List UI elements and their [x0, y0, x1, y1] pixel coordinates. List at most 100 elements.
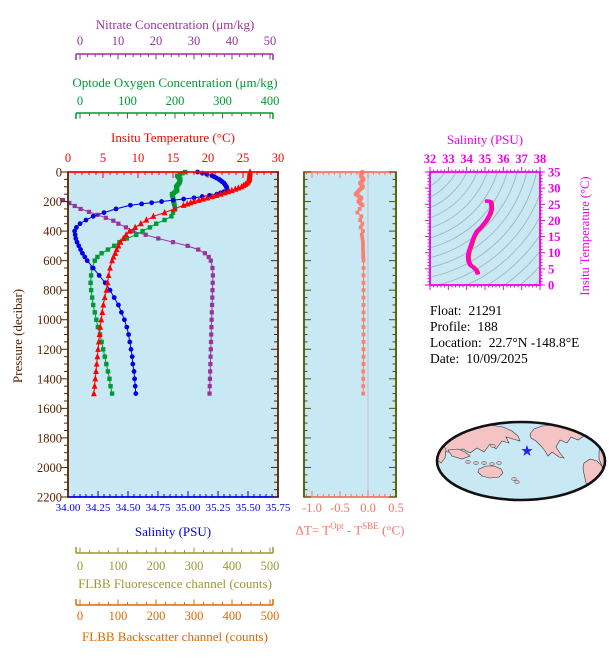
svg-text:0: 0: [77, 94, 83, 108]
flbb-fluorescence-axis-title: FLBB Fluorescence channel (counts): [78, 576, 272, 591]
profile-value: 188: [477, 319, 498, 334]
delta-t-title-part: - T: [343, 522, 363, 538]
date-label: Date:: [430, 351, 460, 366]
salinity-axis-title: Salinity (PSU): [134, 524, 212, 539]
date-value: 10/09/2025: [466, 351, 528, 366]
svg-text:-0.5: -0.5: [330, 501, 350, 515]
svg-text:20: 20: [548, 214, 561, 228]
pressure-axis-title: Pressure (decibar): [10, 288, 25, 384]
ts-curve: [465, 199, 495, 275]
svg-text:500: 500: [261, 559, 280, 573]
svg-text:600: 600: [43, 254, 62, 268]
svg-text:400: 400: [223, 559, 242, 573]
location-label: Location:: [430, 335, 482, 350]
svg-text:1800: 1800: [37, 431, 62, 445]
nitrate-axis-title: Nitrate Concentration (μm/kg): [95, 17, 255, 32]
oxygen-axis: 0 100 200 300 400: [75, 94, 280, 119]
svg-text:34.25: 34.25: [86, 502, 111, 514]
svg-text:200: 200: [147, 609, 166, 623]
location-line: Location: 22.7°N -148.8°E: [430, 335, 579, 351]
svg-text:1400: 1400: [37, 372, 62, 386]
main-plot-frame: 0 5 10 15 20 25 30 34.00 34.25 34.50 34.75 35.00 35.…: [37, 151, 291, 514]
svg-text:34.00: 34.00: [56, 502, 81, 514]
svg-text:35.00: 35.00: [176, 502, 201, 514]
flbb-backscatter-axis-title: FLBB Backscatter channel (counts): [82, 629, 268, 644]
svg-text:200: 200: [147, 559, 166, 573]
flbb-fluorescence-axis: 0 100 200 300 400 500: [75, 547, 280, 573]
svg-text:2200: 2200: [37, 491, 62, 505]
svg-text:30: 30: [272, 151, 285, 165]
svg-text:37: 37: [515, 152, 528, 166]
svg-text:36: 36: [497, 152, 510, 166]
svg-text:0: 0: [56, 166, 62, 180]
svg-text:1600: 1600: [37, 402, 62, 416]
svg-text:15: 15: [548, 230, 561, 244]
svg-text:10: 10: [132, 151, 145, 165]
svg-text:10: 10: [548, 246, 561, 260]
svg-text:33: 33: [442, 152, 455, 166]
ts-temperature-axis-title: Insitu Temperature (°C): [578, 176, 592, 296]
svg-text:-1.0: -1.0: [302, 501, 322, 515]
svg-text:20: 20: [150, 34, 163, 48]
svg-text:300: 300: [185, 559, 204, 573]
nitrate-axis: 0 10 20 30 40 50: [75, 34, 277, 60]
svg-text:500: 500: [261, 609, 280, 623]
svg-text:400: 400: [223, 609, 242, 623]
svg-text:34.50: 34.50: [116, 502, 141, 514]
float-location-star: [521, 445, 533, 456]
delta-t-title-part: ΔT= T: [295, 522, 331, 538]
flbb-backscatter-axis: 0 100 200 300 400 500: [75, 599, 280, 623]
float-label: Float:: [430, 303, 462, 318]
svg-text:10: 10: [112, 34, 125, 48]
svg-text:25: 25: [548, 198, 561, 212]
temperature-axis-title: Insitu Temperature (°C): [111, 130, 235, 145]
svg-text:40: 40: [226, 34, 239, 48]
float-info-block: Float: 21291 Profile: 188 Location: 22.7°N …: [430, 303, 579, 367]
date-line: Date: 10/09/2025: [430, 351, 579, 367]
svg-text:0: 0: [548, 279, 554, 293]
svg-text:35: 35: [479, 152, 492, 166]
profile-label: Profile:: [430, 319, 471, 334]
svg-text:200: 200: [43, 195, 62, 209]
svg-text:200: 200: [166, 94, 185, 108]
svg-text:1000: 1000: [37, 313, 62, 327]
float-id-line: Float: 21291: [430, 303, 579, 319]
svg-text:300: 300: [185, 609, 204, 623]
ts-frame: 32 33 34 35 36 37 38 0 5 10 15 20 25 30 35: [424, 152, 561, 293]
svg-text:0.0: 0.0: [360, 501, 376, 515]
svg-text:25: 25: [237, 151, 250, 165]
delta-t-frame: -1.0 -0.5 0.0 0.5: [302, 171, 404, 515]
delta-t-curve: [353, 170, 366, 396]
delta-t-sup-sbe: SBE: [362, 521, 379, 531]
svg-text:35.75: 35.75: [266, 502, 291, 514]
svg-text:800: 800: [43, 284, 62, 298]
svg-text:100: 100: [109, 559, 128, 573]
svg-text:100: 100: [118, 94, 137, 108]
svg-text:300: 300: [213, 94, 232, 108]
svg-text:38: 38: [534, 152, 547, 166]
ts-salinity-axis-title: Salinity (PSU): [446, 132, 524, 147]
svg-text:0: 0: [77, 609, 83, 623]
delta-t-sup-opt: Opt: [330, 521, 344, 531]
svg-text:35.50: 35.50: [236, 502, 261, 514]
svg-text:0.5: 0.5: [388, 501, 404, 515]
svg-text:0: 0: [65, 151, 71, 165]
svg-text:400: 400: [43, 225, 62, 239]
svg-text:0: 0: [77, 34, 83, 48]
svg-text:0: 0: [77, 559, 83, 573]
svg-text:1200: 1200: [37, 343, 62, 357]
location-map: [435, 420, 607, 502]
svg-text:50: 50: [264, 34, 277, 48]
profile-line: Profile: 188: [430, 319, 579, 335]
svg-text:2000: 2000: [37, 461, 62, 475]
svg-text:30: 30: [548, 182, 561, 196]
svg-text:5: 5: [100, 151, 106, 165]
svg-text:34.75: 34.75: [146, 502, 171, 514]
svg-text:15: 15: [167, 151, 180, 165]
svg-text:34: 34: [460, 152, 473, 166]
svg-text:20: 20: [202, 151, 215, 165]
svg-text:32: 32: [424, 152, 437, 166]
svg-text:400: 400: [261, 94, 280, 108]
